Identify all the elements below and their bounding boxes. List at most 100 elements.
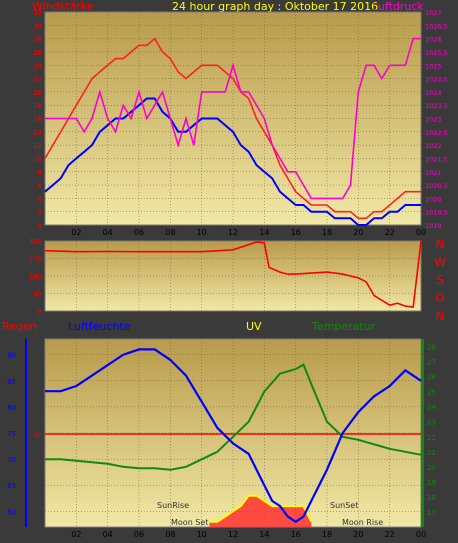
uv-axis-title: UV — [246, 320, 262, 333]
x-tick-label: 18 — [322, 228, 332, 237]
chart-title: 24 hour graph day : Oktober 17 2016 — [172, 0, 378, 13]
pressure-tick-label: 1019 — [425, 222, 442, 230]
pressure-tick-label: 1023 — [425, 116, 442, 124]
panel1-x-ticks: 02 04 06 08 10 12 14 16 18 20 22 00 — [71, 228, 426, 237]
direction-axis-ticks: 0 90 180 270 360 — [29, 238, 42, 316]
humidity-axis-ticks: 60 65 70 75 80 85 90 — [7, 352, 16, 517]
x-tick-label: 02 — [71, 228, 81, 237]
wind-tick-label: 24 — [33, 62, 42, 70]
panel1-grid — [45, 11, 422, 226]
wind-tick-label: 8 — [38, 169, 42, 177]
humidity-axis-title: Luftfeuchte — [68, 320, 131, 333]
x-tick-label: 12 — [228, 228, 238, 237]
wind-tick-label: 10 — [33, 155, 42, 163]
wind-tick-label: 26 — [33, 49, 42, 57]
panel3-x-ticks: 02 04 06 08 10 12 14 16 18 20 22 00 — [71, 530, 426, 539]
temperature-tick-label: 24 — [427, 404, 436, 412]
humidity-tick-label: 70 — [7, 456, 16, 464]
x-tick-label: 10 — [197, 228, 207, 237]
temperature-tick-label: 21 — [427, 449, 436, 457]
temperature-tick-label: 23 — [427, 419, 436, 427]
panel3-grid — [45, 339, 422, 527]
wind-tick-label: 18 — [33, 102, 42, 110]
wind-direction-series — [44, 240, 422, 308]
x-tick-label: 20 — [353, 530, 363, 539]
wind-tick-label: 20 — [33, 89, 42, 97]
x-tick-label: 06 — [134, 530, 144, 539]
wind-tick-label: 12 — [33, 142, 42, 150]
compass-letter: W — [434, 255, 446, 269]
pressure-tick-label: 1025,5 — [425, 49, 448, 57]
compass-letter: O — [435, 291, 444, 305]
pressure-tick-label: 1026,5 — [425, 22, 448, 30]
x-tick-label: 06 — [134, 228, 144, 237]
wind-tick-label: 16 — [33, 116, 42, 124]
pressure-axis-title: Luftdruck — [372, 0, 424, 13]
pressure-tick-label: 1021 — [425, 169, 442, 177]
temperature-tick-label: 22 — [427, 434, 436, 442]
x-tick-label: 00 — [416, 228, 426, 237]
direction-tick-label: 180 — [29, 273, 42, 281]
x-tick-label: 10 — [197, 530, 207, 539]
temperature-tick-label: 27 — [427, 359, 436, 367]
rain-axis-title: Regen — [2, 320, 37, 333]
wind-tick-label: 30 — [33, 22, 42, 30]
temperature-tick-label: 25 — [427, 389, 436, 397]
pressure-tick-label: 1020,5 — [425, 182, 448, 190]
humidity-tick-label: 90 — [7, 352, 16, 360]
pressure-tick-label: 1022,5 — [425, 129, 448, 137]
temperature-tick-label: 28 — [427, 344, 436, 352]
humidity-tick-label: 75 — [7, 430, 16, 438]
direction-tick-label: 90 — [33, 291, 42, 299]
pressure-axis-ticks: 1019 1019,5 1020 1020,5 1021 1021,5 1022 1022,5… — [425, 9, 448, 230]
sunset-label: SunSet — [330, 501, 358, 510]
direction-tick-label: 0 — [38, 308, 42, 316]
wind-tick-label: 4 — [38, 195, 43, 203]
temperature-tick-label: 26 — [427, 374, 436, 382]
humidity-tick-label: 65 — [7, 482, 16, 490]
pressure-tick-label: 1020 — [425, 195, 442, 203]
x-tick-label: 02 — [71, 530, 81, 539]
humidity-tick-label: 60 — [7, 508, 16, 516]
wind-axis-title: Windstärke — [32, 0, 94, 13]
direction-tick-label: 270 — [29, 256, 42, 264]
wind-tick-label: 14 — [33, 129, 42, 137]
x-tick-label: 16 — [291, 530, 301, 539]
wind-tick-label: 22 — [33, 76, 42, 84]
wind-tick-label: 32 — [33, 9, 42, 17]
temperature-axis-ticks: 17 18 19 20 21 22 23 24 25 26 27 28 — [427, 344, 436, 517]
pressure-tick-label: 1019,5 — [425, 209, 448, 217]
humidity-series — [45, 348, 422, 524]
x-tick-label: 22 — [385, 228, 395, 237]
pressure-tick-label: 1021,5 — [425, 155, 448, 163]
temperature-tick-label: 17 — [427, 509, 436, 517]
x-tick-label: 04 — [103, 530, 113, 539]
temperature-axis-title: Temperatur — [311, 320, 376, 333]
compass-letter: N — [436, 309, 445, 323]
x-tick-label: 22 — [385, 530, 395, 539]
wind-tick-label: 0 — [38, 222, 42, 230]
humidity-tick-label: 85 — [7, 378, 16, 386]
rain-zero-tick: 0 — [34, 430, 39, 439]
uv-area-fill — [209, 495, 312, 527]
moonset-label: Moon Set — [171, 518, 208, 527]
x-tick-label: 08 — [165, 530, 175, 539]
pressure-tick-label: 1022 — [425, 142, 442, 150]
pressure-tick-label: 1026 — [425, 36, 442, 44]
wind-tick-label: 28 — [33, 36, 42, 44]
temperature-tick-label: 20 — [427, 464, 436, 472]
temperature-series — [45, 363, 422, 471]
pressure-tick-label: 1024,5 — [425, 76, 448, 84]
x-tick-label: 18 — [322, 530, 332, 539]
pressure-tick-label: 1025 — [425, 62, 442, 70]
wind-tick-label: 6 — [38, 182, 43, 190]
sunrise-label: SunRise — [157, 501, 189, 510]
x-tick-label: 20 — [353, 228, 363, 237]
pressure-tick-label: 1027 — [425, 9, 442, 17]
x-tick-label: 04 — [103, 228, 113, 237]
x-tick-label: 14 — [259, 530, 269, 539]
pressure-tick-label: 1023,5 — [425, 102, 448, 110]
